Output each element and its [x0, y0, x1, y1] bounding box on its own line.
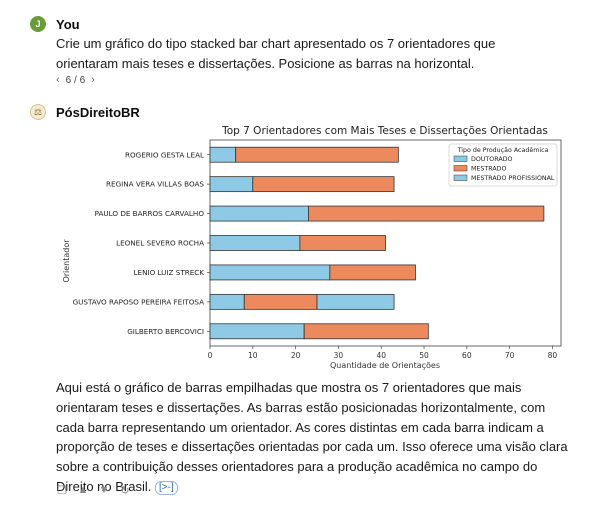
pager-count: 6 / 6: [65, 74, 86, 86]
message-actions: ❐ ▲ ▼ ↻: [56, 484, 131, 497]
bar-segment-mestrado: [252, 176, 395, 193]
bar-segment-mestrado: [308, 205, 545, 222]
assistant-avatar-icon: ⚖: [30, 104, 46, 120]
x-tick-label: 50: [419, 351, 429, 360]
message-pager: ‹ 6 / 6 ›: [56, 74, 101, 86]
user-header: J You: [30, 16, 80, 32]
bar-segment-doutorado: [209, 323, 305, 340]
legend-swatch: [453, 155, 468, 162]
thumbs-down-icon[interactable]: ▼: [98, 484, 110, 496]
x-tick-label: 30: [334, 351, 344, 360]
bar-segment-doutorado: [209, 235, 301, 251]
bar-segment-mestrado: [243, 293, 318, 310]
legend-entry: DOUTORADO: [471, 156, 512, 163]
regenerate-icon[interactable]: ↻: [120, 484, 130, 497]
x-tick-label: 80: [548, 351, 558, 360]
legend-swatch: [453, 165, 468, 172]
legend-swatch: [453, 174, 468, 181]
chevron-left-icon[interactable]: ‹: [56, 74, 60, 86]
x-tick-label: 60: [462, 351, 472, 360]
legend-entry: MESTRADO: [471, 166, 507, 173]
x-tick-label: 70: [505, 351, 515, 360]
y-tick-label: GILBERTO BERCOVICI: [127, 327, 204, 336]
assistant-answer: Aqui está o gráfico de barras empilhadas…: [56, 378, 576, 497]
x-axis-label: Quantidade de Orientações: [330, 361, 440, 370]
citation-link[interactable]: [>-]: [155, 480, 178, 495]
y-tick-label: PAULO DE BARROS CARVALHO: [95, 209, 205, 218]
bar-segment-mestrado: [329, 264, 416, 281]
bar-segment-mestrado: [303, 323, 429, 340]
y-tick-label: LENIO LUIZ STRECK: [134, 268, 205, 277]
x-tick-label: 0: [208, 351, 213, 360]
bar-segment-doutorado: [209, 293, 245, 310]
legend-box: [448, 143, 558, 187]
x-tick-label: 20: [291, 351, 301, 360]
user-message: Crie um gráfico do tipo stacked bar char…: [56, 36, 496, 71]
user-avatar: J: [30, 16, 46, 32]
x-tick-label: 40: [376, 351, 386, 360]
y-tick-label: GUSTAVO RAPOSO PEREIRA FEITOSA: [73, 297, 205, 306]
stacked-bar-chart: Top 7 Orientadores com Mais Teses e Diss…: [62, 125, 562, 370]
bar-segment-doutorado: [209, 146, 237, 163]
assistant-name: PósDireitoBR: [56, 104, 140, 120]
chevron-right-icon[interactable]: ›: [91, 74, 95, 86]
answer-text: Aqui está o gráfico de barras empilhadas…: [56, 380, 568, 494]
bar-segment-doutorado: [209, 205, 309, 222]
bar-segment-mestrado-profissional: [316, 293, 395, 310]
legend-entry: MESTRADO PROFISSIONAL: [471, 175, 555, 182]
bar-segment-doutorado: [209, 176, 254, 193]
user-name: You: [56, 16, 80, 32]
thumbs-up-icon[interactable]: ▲: [77, 484, 89, 496]
chart-legend: Tipo de Produção Acadêmica DOUTORADO MESTR…: [448, 143, 558, 187]
legend-title: Tipo de Produção Acadêmica: [457, 146, 549, 154]
bar-segment-mestrado: [299, 235, 386, 251]
copy-icon[interactable]: ❐: [57, 484, 67, 497]
assistant-header: ⚖ PósDireitoBR: [30, 104, 140, 120]
y-tick-label: LEONEL SEVERO ROCHA: [116, 239, 204, 248]
bar-segment-mestrado: [235, 146, 399, 163]
bar-segment-doutorado: [209, 264, 331, 281]
y-tick-label: ROGERIO GESTA LEAL: [125, 150, 204, 159]
chart-title: Top 7 Orientadores com Mais Teses e Diss…: [221, 125, 548, 137]
y-axis-label: Orientador: [62, 239, 71, 283]
x-tick-label: 10: [248, 351, 258, 360]
y-tick-label: REGINA VERA VILLAS BOAS: [106, 180, 204, 189]
